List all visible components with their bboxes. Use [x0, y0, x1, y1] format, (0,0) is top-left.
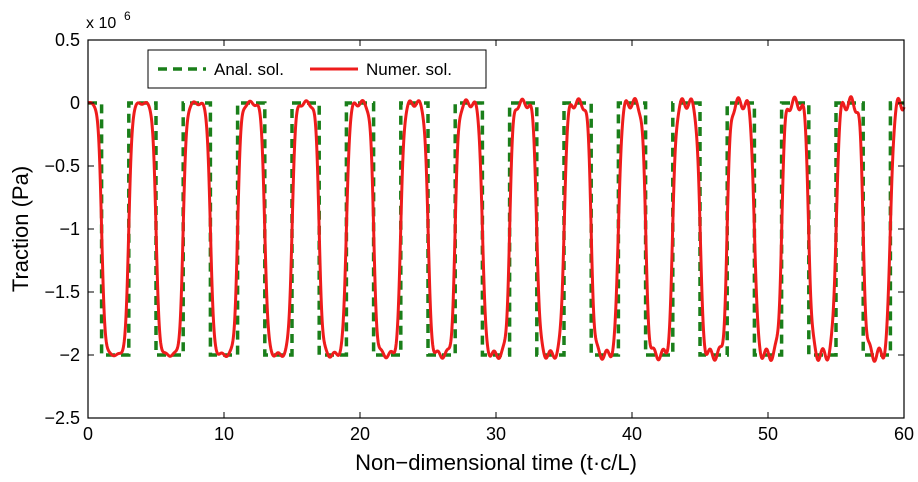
ticks-layer: 0 10 20 30 40 50 60 0.5 0 −0.5 −1 −1.5 −2 −2.5	[44, 30, 914, 444]
legend-label-numer: Numer. sol.	[366, 60, 452, 79]
legend-label-anal: Anal. sol.	[214, 60, 284, 79]
x-tick-label: 10	[214, 424, 234, 444]
curves-layer	[87, 95, 906, 363]
y-axis-title: Traction (Pa)	[8, 166, 33, 292]
x-tick-label: 40	[622, 424, 642, 444]
y-tick-label: −1.5	[44, 282, 80, 302]
y-tick-label: −2	[59, 345, 80, 365]
y-tick-label: −1	[59, 219, 80, 239]
y-tick-label: 0	[70, 93, 80, 113]
series-numer-line	[87, 95, 906, 363]
y-multiplier: x 10	[86, 15, 116, 32]
y-multiplier-exponent: 6	[124, 9, 131, 23]
x-tick-label: 50	[758, 424, 778, 444]
y-tick-label: −0.5	[44, 156, 80, 176]
x-axis-title: Non−dimensional time (t·c/L)	[355, 450, 637, 475]
x-tick-label: 30	[486, 424, 506, 444]
x-tick-label: 0	[83, 424, 93, 444]
y-tick-label: 0.5	[55, 30, 80, 50]
x-tick-label: 60	[894, 424, 914, 444]
legend: Anal. sol. Numer. sol.	[147, 49, 487, 89]
x-tick-label: 20	[350, 424, 370, 444]
y-tick-label: −2.5	[44, 408, 80, 428]
